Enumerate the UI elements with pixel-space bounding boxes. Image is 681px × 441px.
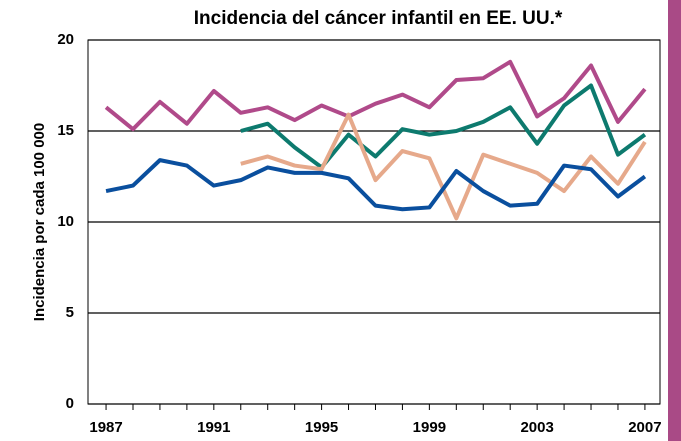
x-tick-label: 2003 — [520, 419, 553, 436]
y-tick-label: 10 — [57, 213, 74, 230]
side-strip — [668, 0, 681, 441]
y-tick-label: 15 — [57, 122, 74, 139]
y-tick-label: 20 — [57, 31, 74, 48]
y-tick-label: 0 — [66, 395, 74, 412]
x-tick-label: 1987 — [89, 419, 122, 436]
x-tick-label: 2007 — [628, 419, 661, 436]
series-line — [240, 83, 647, 170]
x-tick-label: 1991 — [197, 419, 230, 436]
series-line — [105, 158, 647, 212]
series-line — [104, 59, 647, 132]
y-tick-label: 5 — [66, 304, 74, 321]
x-tick-label: 1999 — [413, 419, 446, 436]
y-axis-label: Incidencia por cada 100 000 — [31, 123, 48, 321]
x-tick-label: 1995 — [305, 419, 338, 436]
chart-title: Incidencia del cáncer infantil en EE. UU… — [194, 8, 563, 29]
